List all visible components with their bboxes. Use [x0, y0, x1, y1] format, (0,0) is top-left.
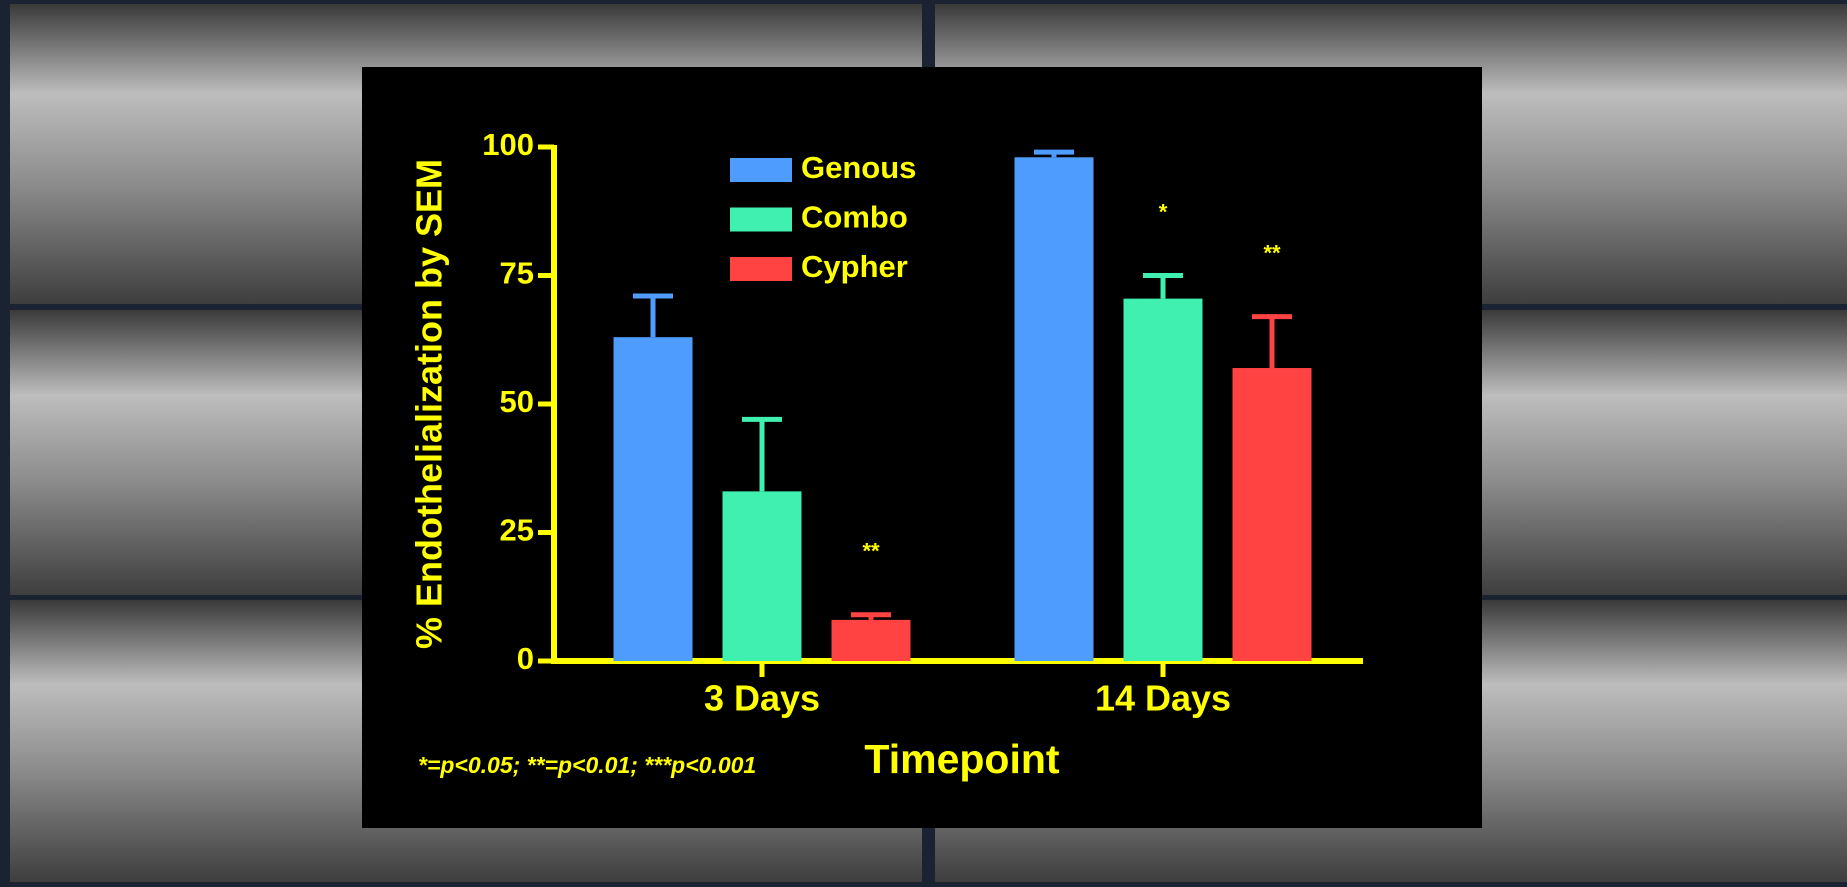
legend-label: Genous	[801, 150, 916, 185]
y-tick-label: 25	[500, 513, 534, 548]
bar	[1233, 368, 1312, 661]
bar	[614, 337, 693, 661]
x-tick-label: 3 Days	[704, 678, 820, 719]
bar	[1124, 299, 1203, 661]
y-tick-label: 75	[500, 256, 534, 291]
y-axis-label: % Endothelialization by SEM	[409, 159, 450, 649]
legend-label: Combo	[801, 200, 908, 235]
x-axis-label: Timepoint	[864, 736, 1059, 782]
significance-label: **	[1263, 240, 1281, 265]
legend-swatch	[730, 208, 792, 232]
bar	[723, 491, 802, 661]
bar	[832, 620, 911, 661]
y-tick-label: 100	[482, 127, 534, 162]
chart: % Endothelialization by SEM Timepoint *=…	[0, 0, 1847, 882]
legend-swatch	[730, 257, 792, 281]
significance-label: *	[1159, 199, 1168, 224]
y-tick-label: 50	[500, 384, 534, 419]
chart-panel	[362, 67, 1482, 828]
significance-label: **	[862, 539, 880, 564]
legend-label: Cypher	[801, 249, 908, 284]
legend-swatch	[730, 158, 792, 182]
footnote: *=p<0.05; **=p<0.01; ***p<0.001	[418, 752, 756, 778]
page: % Endothelialization by SEM Timepoint *=…	[0, 0, 1847, 882]
y-tick-label: 0	[517, 641, 534, 676]
bar	[1015, 157, 1094, 661]
x-tick-label: 14 Days	[1095, 678, 1231, 719]
